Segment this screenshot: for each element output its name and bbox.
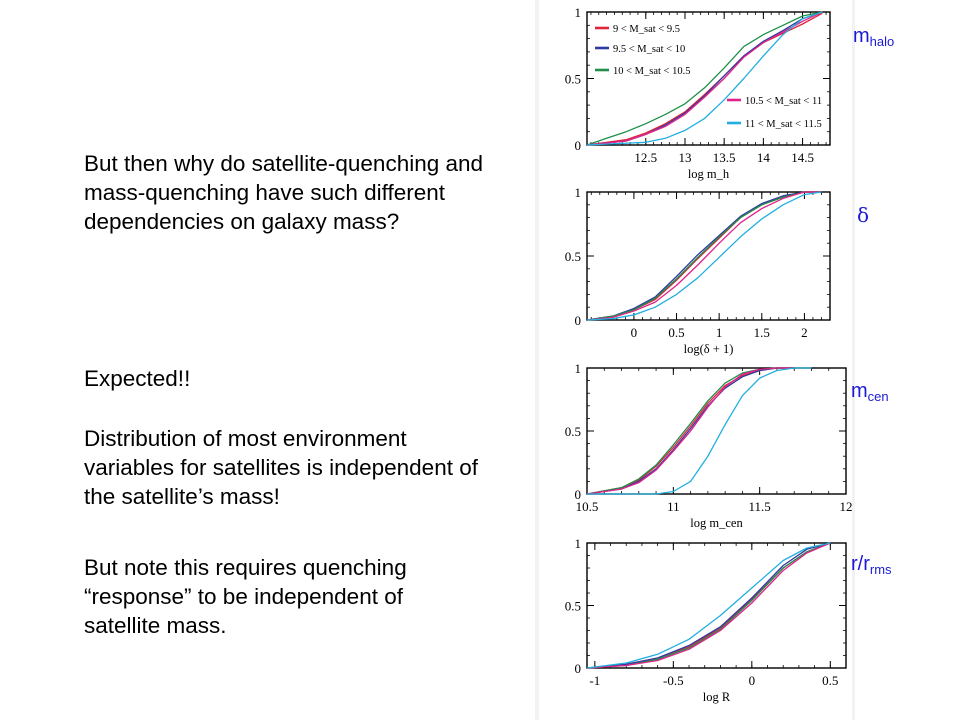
series-line-10.5-11: [586, 367, 795, 495]
x-tick-label: 14: [757, 150, 771, 165]
side-label-main: m: [853, 25, 870, 47]
y-tick-label: 0.5: [565, 599, 581, 614]
x-tick-label: 14.5: [791, 150, 814, 165]
chart-panel-3: 10.5 11 11.5 12 0 0.5 1 log m_cen: [565, 361, 853, 530]
plot-frame: [586, 191, 831, 321]
x-axis-label: log m_h: [688, 167, 730, 181]
side-label-mcen: mcen: [851, 380, 889, 404]
x-tick-label: 11.5: [749, 499, 771, 514]
x-tick-label: 2: [801, 325, 808, 340]
side-label-rrms: r/rrms: [851, 553, 892, 577]
x-tick-label: 0: [749, 673, 756, 688]
y-tick-label: 0.5: [565, 249, 581, 264]
x-tick-label: 1.5: [754, 325, 770, 340]
note-text: But note this requires quenching “respon…: [84, 555, 407, 638]
side-label-mhalo: mhalo: [853, 25, 894, 49]
series-line-11-11.5: [586, 542, 831, 669]
distribution-text: Distribution of most environment variabl…: [84, 426, 478, 509]
chart-panel-4: -1 -0.5 0 0.5 0 0.5 1 log R: [565, 536, 847, 704]
x-tick-label: 11: [667, 499, 680, 514]
x-tick-label: 13.5: [713, 150, 736, 165]
side-label-main: r/r: [851, 553, 870, 575]
x-axis-label: log(δ + 1): [684, 342, 734, 356]
y-tick-label: 0: [575, 661, 582, 676]
side-label-delta: δ: [857, 203, 869, 227]
side-label-sub: cen: [867, 389, 889, 404]
x-axis-label: log m_cen: [690, 516, 743, 530]
side-label-main: δ: [857, 203, 870, 227]
y-tick-label: 0: [575, 313, 582, 328]
x-tick-label: 0.5: [668, 325, 684, 340]
y-tick-label: 1: [575, 536, 582, 551]
legend-label: 10 < M_sat < 10.5: [613, 66, 690, 77]
x-tick-label: 13: [678, 150, 691, 165]
expected-text: Expected!!: [84, 366, 191, 391]
x-tick-label: 0: [631, 325, 638, 340]
legend-label: 11 < M_sat < 11.5: [745, 119, 822, 130]
series-line-10.5-11: [586, 542, 831, 669]
question-text: But then why do satellite-quenching and …: [84, 151, 484, 234]
series-line-10-10.5: [586, 11, 823, 146]
x-tick-label: 12: [840, 499, 853, 514]
y-tick-label: 0.5: [565, 72, 581, 87]
side-label-sub: rms: [869, 562, 892, 577]
series-line-11-11.5: [586, 11, 823, 146]
plot-frame: [586, 542, 847, 669]
y-tick-label: 0: [575, 138, 582, 153]
side-label-sub: halo: [869, 34, 895, 49]
x-tick-label: 10.5: [576, 499, 599, 514]
x-tick-label: 0.5: [822, 673, 838, 688]
legend-label: 10.5 < M_sat < 11: [745, 96, 822, 107]
series-line-11-11.5: [587, 367, 812, 495]
y-tick-label: 0: [575, 487, 582, 502]
chart-panel-2: 0 0.5 1 1.5 2 0 0.5 1 log(δ + 1): [565, 185, 831, 356]
cumulative-distribution-charts: 12.5 13 13.5 14 14.5 0 0.5 1 log m_h 9 < M_sat < …: [535, 0, 855, 720]
x-tick-label: -0.5: [663, 673, 684, 688]
x-tick-label: 12.5: [634, 150, 657, 165]
legend-label: 9 < M_sat < 9.5: [613, 24, 680, 35]
x-axis-label: log R: [703, 690, 731, 704]
series-line-10.5-11: [586, 11, 823, 146]
series-line-9.5-10: [586, 367, 795, 495]
series-line-9.5-10: [586, 542, 831, 669]
x-tick-label: 1: [716, 325, 723, 340]
x-tick-label: -1: [589, 673, 600, 688]
series-line-9.5-10: [586, 191, 822, 321]
y-tick-label: 1: [575, 5, 582, 20]
y-tick-label: 1: [575, 361, 582, 376]
chart-panel-1: 12.5 13 13.5 14 14.5 0 0.5 1 log m_h 9 < M_sat < …: [565, 5, 831, 181]
series-line-10.5-11: [586, 191, 822, 321]
side-label-main: m: [851, 380, 868, 402]
y-tick-label: 0.5: [565, 424, 581, 439]
plot-frame: [586, 367, 847, 495]
y-tick-label: 1: [575, 185, 582, 200]
series-line-11-11.5: [586, 191, 822, 321]
series-line-10-10.5: [586, 191, 822, 321]
legend-label: 9.5 < M_sat < 10: [613, 44, 685, 55]
